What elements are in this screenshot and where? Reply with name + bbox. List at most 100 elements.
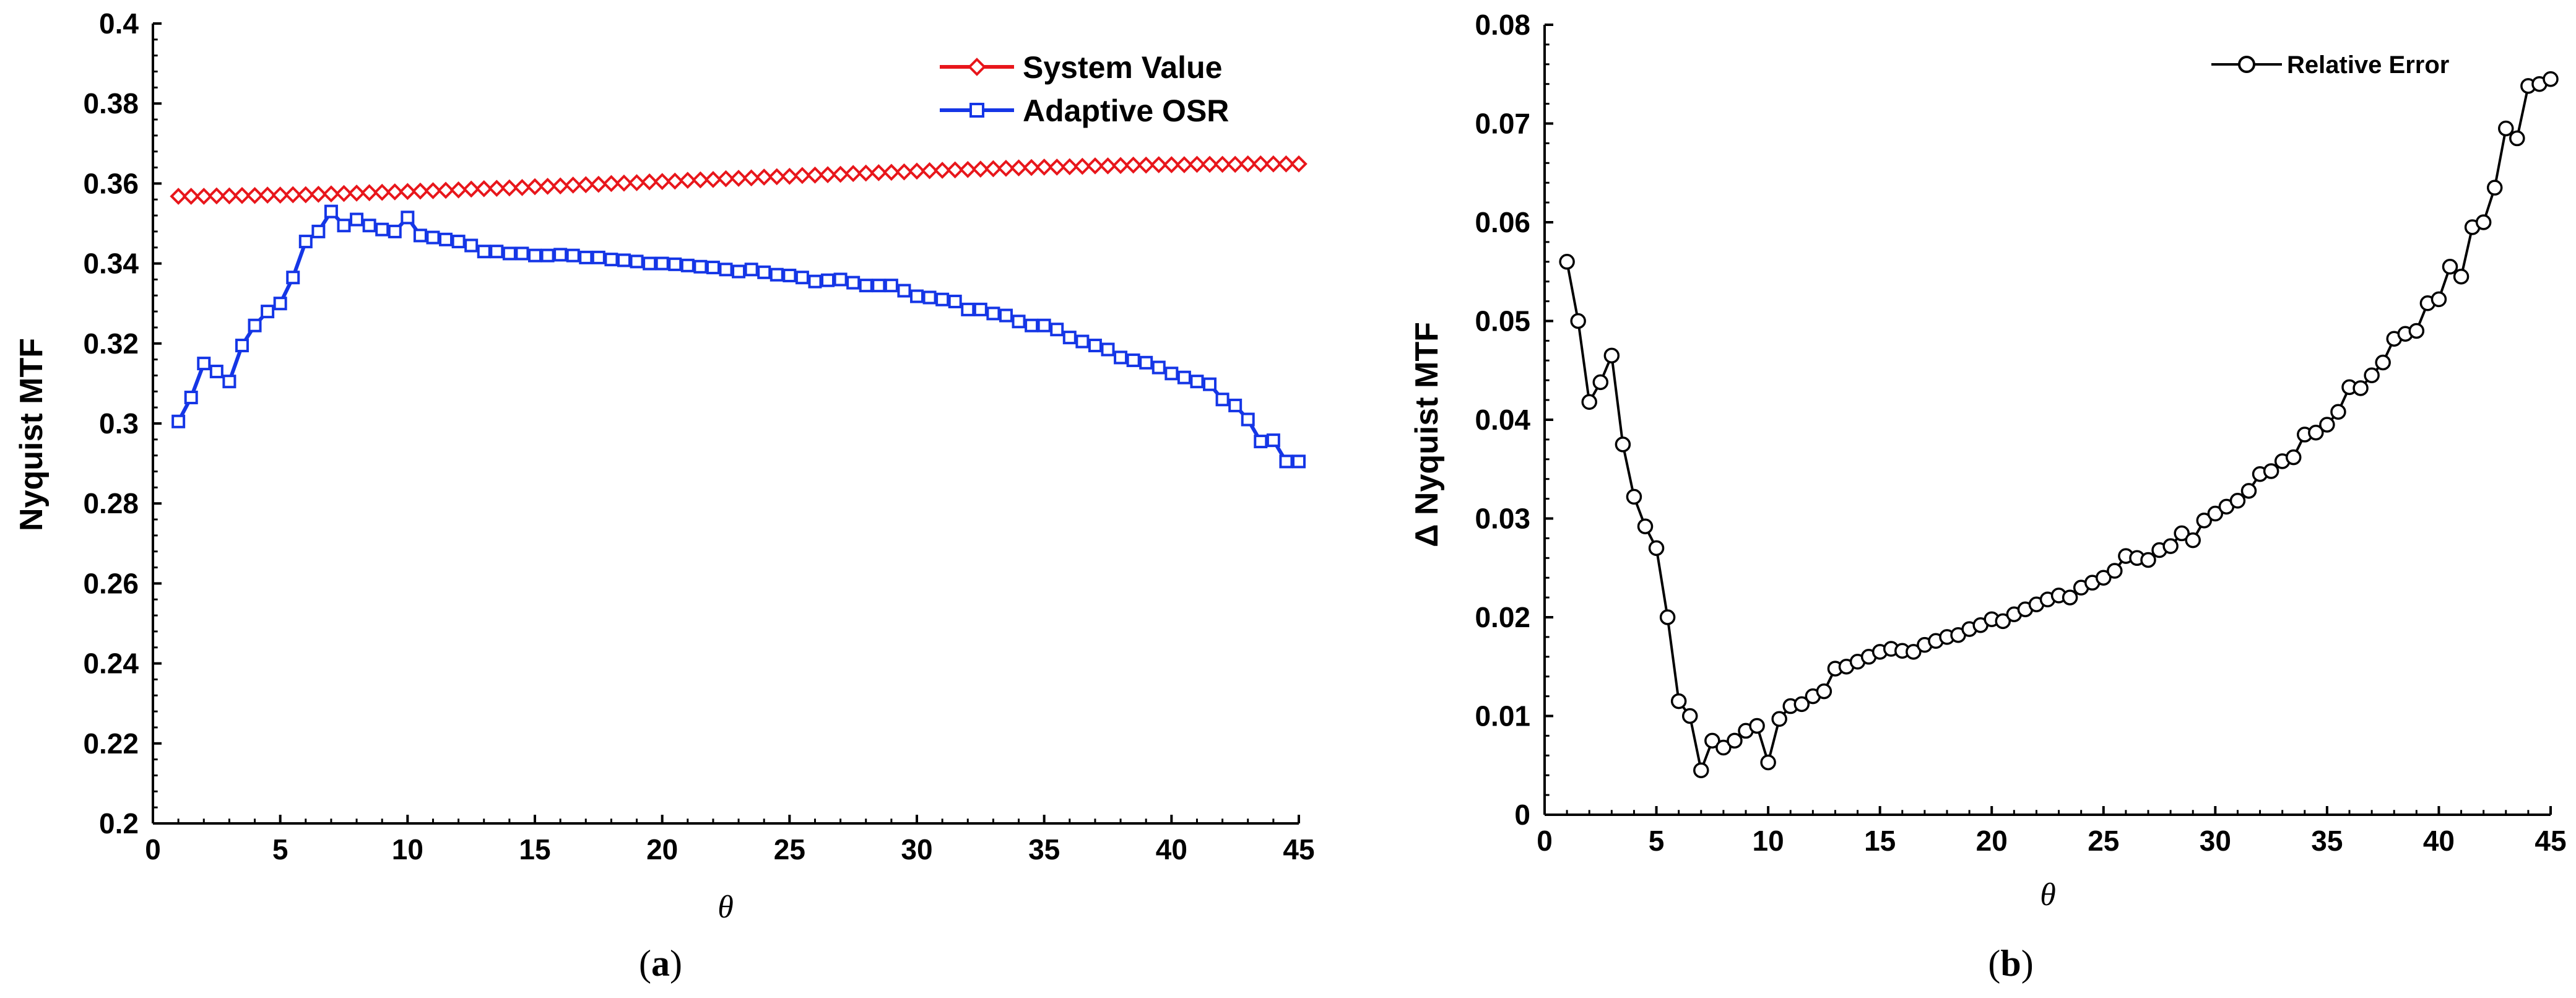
- panel-a-caption: (a): [639, 943, 682, 984]
- panel-b-data-point: [1906, 644, 1922, 660]
- panel-b-x-axis-label: θ: [2040, 877, 2056, 913]
- legend-marker-adaptive-osr: [969, 103, 984, 118]
- panel-a-data-point: [222, 375, 236, 389]
- panel-a-data-point: [337, 219, 351, 233]
- panel-a-data-point: [1201, 155, 1218, 173]
- panel-a-data-point: [246, 186, 264, 204]
- panel-a-data-point: [324, 204, 338, 219]
- panel-a-data-point: [577, 176, 595, 194]
- panel-b-data-point: [2543, 71, 2559, 87]
- panel-b-data-point: [1704, 732, 1720, 749]
- panel-b-data-point: [1659, 609, 1676, 625]
- panel-a-data-point: [1086, 157, 1104, 175]
- panel-a-data-point: [897, 284, 911, 298]
- panel-a-data-point: [310, 186, 327, 203]
- panel-a-data-point: [602, 175, 620, 193]
- panel-a-data-point: [350, 212, 364, 227]
- panel-b-data-point: [2486, 180, 2503, 196]
- panel-a-data-point: [997, 160, 1015, 177]
- panel-a-data-point: [833, 272, 848, 287]
- panel-a-data-point: [717, 170, 735, 188]
- panel-b: 0 5 10 15 20 25 30 35 40 45 0 0.01 0.02 0.03 0.04 0.05 0…: [1409, 9, 2567, 984]
- panel-a-data-point: [986, 306, 1000, 321]
- panel-a-plot-area: [170, 155, 1308, 469]
- panel-b-y-axis-label: Δ Nyquist MTF: [1409, 322, 1445, 547]
- panel-b-data-point: [1570, 313, 1586, 329]
- panel-a-data-point: [1035, 158, 1053, 176]
- panel-a-data-point: [719, 263, 733, 277]
- panel-b-data-point: [1648, 540, 1665, 557]
- panel-b-data-point: [1749, 718, 1765, 734]
- panel-b-y-tick-label: 0.06: [1475, 206, 1530, 238]
- panel-a-data-point: [666, 172, 684, 190]
- panel-a-data-point: [590, 175, 607, 193]
- panel-b-data-point: [2475, 214, 2492, 230]
- panel-b-x-tick-label: 35: [2311, 825, 2343, 857]
- panel-b-data-point: [2308, 424, 2324, 441]
- panel-a-data-point: [641, 173, 658, 191]
- panel-a-data-point: [1252, 155, 1270, 173]
- panel-a-data-point: [451, 235, 466, 249]
- panel-a-x-axis-label: θ: [718, 890, 734, 925]
- panel-a-data-point: [462, 180, 480, 198]
- panel-a-data-point: [1151, 360, 1166, 375]
- panel-b-x-tick-label: 5: [1649, 825, 1665, 857]
- panel-a-data-point: [1266, 433, 1280, 448]
- panel-a-y-tick-label: 0.26: [83, 567, 139, 599]
- panel-a-data-point: [895, 163, 913, 181]
- panel-b-data-point: [1727, 732, 1743, 749]
- panel-b-data-point: [2453, 268, 2470, 285]
- panel-a-data-point: [630, 254, 644, 269]
- panel-b-data-point: [2364, 367, 2380, 383]
- panel-a-data-point: [1164, 367, 1179, 381]
- panel-a-data-point: [808, 274, 822, 289]
- panel-b-data-point: [1771, 711, 1787, 727]
- panel-b-data-point: [2285, 449, 2302, 466]
- panel-a-data-point: [311, 224, 326, 238]
- panel-a-data-point: [539, 178, 557, 195]
- panel-a-data-point: [1176, 156, 1193, 173]
- panel-b-data-point: [2442, 259, 2458, 275]
- panel-a-data-point: [744, 263, 758, 277]
- panel-b-y-tick-label: 0.05: [1475, 305, 1530, 337]
- panel-a-y-tick-label: 0.24: [83, 648, 139, 680]
- panel-a-data-point: [566, 248, 580, 263]
- panel-a-x-tick-label: 30: [901, 833, 932, 866]
- panel-b-axes: 0 5 10 15 20 25 30 35 40 45 0 0.01 0.02 0.03 0.04 0.05 0…: [1475, 9, 2566, 857]
- panel-a-data-point: [984, 160, 1002, 178]
- panel-a-data-point: [208, 187, 225, 205]
- panel-b-data-point: [1626, 488, 1642, 505]
- panel-a-data-point: [323, 185, 340, 203]
- panel-b-data-point: [1603, 347, 1620, 364]
- panel-a-data-point: [1124, 156, 1142, 174]
- panel-b-data-point: [2229, 493, 2246, 509]
- panel-b-data-point: [1793, 696, 1810, 713]
- panel-b-y-tick-label: 0.02: [1475, 601, 1530, 633]
- panel-a-data-point: [1215, 393, 1229, 407]
- panel-a-data-point: [386, 183, 404, 201]
- panel-a-data-point: [770, 267, 784, 282]
- panel-a-data-point: [730, 170, 747, 187]
- panel-a-data-point: [591, 250, 605, 264]
- panel-b-x-tick-label: 10: [1753, 825, 1784, 857]
- panel-b-x-tick-label: 0: [1537, 825, 1553, 857]
- panel-a-data-point: [884, 279, 898, 293]
- legend-label-adaptive-osr: Adaptive OSR: [1023, 93, 1229, 128]
- panel-a-data-point: [502, 246, 516, 261]
- panel-a-data-point: [1254, 435, 1268, 449]
- panel-a-data-point: [209, 365, 223, 379]
- panel-a-data-point: [362, 219, 376, 233]
- panel-a-data-point: [846, 276, 861, 290]
- panel-b-data-point: [2263, 463, 2279, 479]
- panel-a-data-point: [821, 273, 835, 287]
- panel-b-data-point: [1615, 436, 1631, 453]
- panel-a-data-point: [961, 302, 975, 316]
- panel-a-caption-letter: a: [651, 943, 670, 984]
- panel-a-data-point: [348, 184, 365, 202]
- panel-a-data-point: [1060, 158, 1078, 176]
- panel-a-y-tick-label: 0.3: [99, 407, 139, 440]
- panel-a-data-point: [552, 177, 569, 195]
- panel-b-caption-letter: b: [2000, 943, 2021, 984]
- panel-a-data-point: [705, 171, 722, 188]
- legend-label-system-value: System Value: [1023, 50, 1222, 85]
